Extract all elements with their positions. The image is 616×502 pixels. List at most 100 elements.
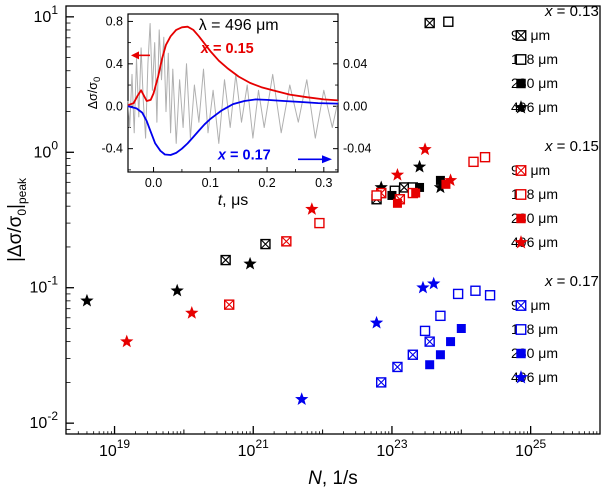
legend-item: 496 μm	[503, 365, 615, 389]
legend-item: 90 μm	[503, 23, 615, 47]
inset-plot: 0.0 0.1 0.2 0.3 0.8 0.4 0.0 -0.4 0.04 0.00 -0.04 λ …	[86, 13, 372, 209]
open-square-glyph	[515, 188, 527, 200]
open-square-glyph	[515, 53, 527, 65]
legend-group-header: x = 0.17	[545, 273, 599, 290]
inset-right-tick-label: -0.04	[343, 142, 372, 156]
inset-left-tick-label: 0.0	[106, 99, 123, 113]
star-glyph	[514, 369, 528, 383]
data-point	[424, 336, 435, 347]
data-point	[243, 256, 257, 270]
inset-x-tick-label: 0.0	[145, 176, 162, 190]
star-glyph	[514, 234, 528, 248]
data-point	[419, 325, 431, 337]
y-tick-label: 101	[34, 3, 59, 26]
legend-item: 280 μm	[503, 341, 615, 365]
data-point	[484, 290, 496, 301]
legend-group-header: x = 0.13	[545, 3, 599, 20]
filled-square-glyph	[516, 78, 526, 88]
data-point	[468, 156, 479, 168]
data-point	[435, 310, 446, 322]
legend-item: 280 μm	[503, 71, 615, 95]
series-0.17-90um	[376, 336, 435, 388]
open-square-icon	[515, 53, 527, 65]
filled-square-icon	[516, 213, 526, 223]
inset-title: λ = 496 μm	[199, 17, 279, 34]
legend: x = 0.13 90 μm 148 μm 280 μm 496 μm x = 0.15 9…	[503, 3, 615, 408]
inset-right-tick-label: 0.04	[343, 57, 367, 71]
data-point	[387, 190, 397, 200]
right-arrow-icon	[298, 155, 332, 164]
data-point	[220, 254, 231, 266]
inset-x-tick-label: 0.2	[258, 176, 275, 190]
series-0.15-280um	[392, 179, 451, 208]
data-point	[416, 280, 430, 294]
data-point	[470, 285, 481, 296]
inset-curve-label: x = 0.15	[200, 41, 254, 57]
legend-group-header: x = 0.15	[545, 138, 599, 155]
data-point	[412, 159, 427, 173]
star-glyph	[514, 99, 528, 113]
crossed-square-glyph	[515, 29, 527, 41]
left-arrow-icon	[131, 51, 150, 60]
y-tick-label: 100	[34, 138, 59, 161]
data-point	[314, 217, 325, 229]
star-icon	[514, 234, 528, 248]
data-point	[435, 350, 445, 360]
y-axis-label: |Δσ/σ0|peak	[5, 177, 29, 263]
data-point	[452, 288, 464, 300]
x-tick-label: 1025	[515, 437, 546, 460]
data-point	[305, 202, 319, 215]
data-point	[369, 315, 384, 329]
inset-left-tick-label: -0.4	[101, 142, 123, 156]
data-point	[427, 276, 441, 290]
data-point	[371, 190, 382, 201]
filled-square-icon	[516, 78, 526, 88]
data-point	[185, 306, 199, 319]
x-tick-label: 1021	[238, 437, 269, 460]
crossed-square-icon	[515, 164, 527, 176]
data-point	[443, 16, 454, 27]
series-0.13-280um	[387, 175, 445, 200]
open-square-icon	[515, 188, 527, 200]
series-0.13-496um	[80, 159, 448, 307]
data-point	[260, 238, 271, 250]
data-point	[415, 182, 425, 192]
x-axis-label: N, 1/s	[308, 468, 358, 489]
y-tick-label: 10-1	[30, 274, 59, 297]
legend-item: 90 μm	[503, 293, 615, 317]
crossed-square-icon	[515, 299, 527, 311]
data-point	[80, 293, 94, 307]
data-point	[424, 17, 435, 29]
data-point	[170, 283, 184, 297]
series-0.15-496um	[120, 142, 458, 348]
data-point	[446, 337, 456, 347]
data-point	[281, 236, 292, 247]
data-point	[390, 167, 405, 181]
data-point	[411, 188, 421, 198]
data-point	[418, 142, 432, 156]
inset-curve-label: x = 0.17	[217, 147, 271, 163]
legend-group: x = 0.13 90 μm 148 μm 280 μm 496 μm	[503, 3, 615, 119]
data-point	[374, 180, 388, 194]
legend-group: x = 0.15 90 μm 148 μm 280 μm 496 μm	[503, 138, 615, 254]
data-point	[456, 323, 466, 333]
star-icon	[514, 369, 528, 383]
inset-left-tick-label: 0.8	[106, 14, 123, 28]
x-tick-label: 1019	[99, 437, 130, 460]
inset-right-tick-label: 0.00	[343, 99, 367, 113]
filled-square-glyph	[516, 348, 526, 358]
open-square-icon	[515, 323, 527, 335]
legend-group: x = 0.17 90 μm 148 μm 280 μm 496 μm	[503, 273, 615, 389]
legend-item: 496 μm	[503, 95, 615, 119]
inset-curve-x0.15	[127, 25, 339, 107]
crossed-square-icon	[515, 29, 527, 41]
data-point	[223, 299, 235, 310]
series-0.17-280um	[425, 323, 466, 370]
data-point	[392, 361, 403, 373]
open-square-glyph	[515, 323, 527, 335]
legend-item: 148 μm	[503, 182, 615, 206]
data-point	[398, 182, 410, 193]
inset-ticks: 0.0 0.1 0.2 0.3 0.8 0.4 0.0 -0.4 0.04 0.00 -0.04	[101, 14, 371, 190]
inset-frame	[127, 13, 339, 173]
